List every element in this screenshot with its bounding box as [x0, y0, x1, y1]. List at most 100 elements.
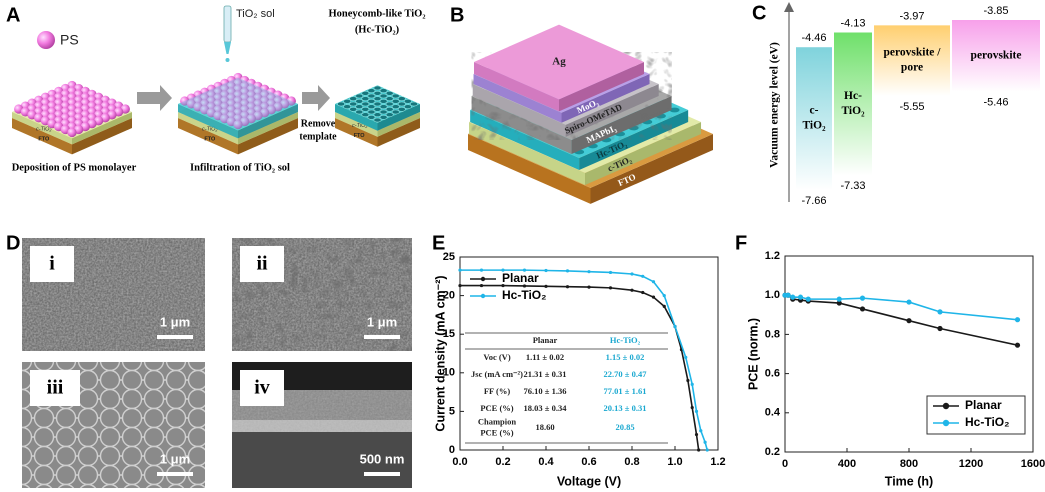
- x-tick-label: 0.8: [624, 456, 639, 468]
- data-point: [544, 284, 548, 288]
- image-tag: [240, 370, 284, 406]
- energy-value: -3.85: [983, 5, 1008, 17]
- ps-label: PS: [60, 32, 79, 48]
- honeycomb-pore: [404, 99, 412, 104]
- device-layer-front-right: [590, 134, 713, 204]
- data-point: [587, 285, 591, 289]
- data-point: [479, 283, 484, 288]
- honeycomb-pore: [367, 115, 376, 120]
- panel-letter: F: [735, 232, 747, 254]
- step-caption: Infiltration of TiO₂ sol: [190, 162, 290, 173]
- panel-letter: C: [752, 2, 766, 24]
- y-tick-label: 5: [449, 405, 455, 417]
- y-tick-label: 0.8: [765, 328, 780, 340]
- product-label: (Hc-TiO₂): [355, 24, 400, 35]
- fto-layer-front-right: [377, 118, 420, 147]
- data-point: [694, 409, 699, 413]
- honeycomb-pore: [385, 101, 394, 107]
- table-cell: Champion: [478, 416, 517, 426]
- data-point: [859, 295, 866, 301]
- table-cell: 18.60: [535, 422, 554, 432]
- tio2-sol-layer-front-right: [238, 104, 298, 139]
- x-tick-label: 1.2: [710, 456, 725, 468]
- honeycomb-pore: [367, 109, 376, 115]
- table-cell: 77.01 ± 1.61: [604, 386, 647, 396]
- y-tick-label: 15: [443, 328, 455, 340]
- honeycomb-pore: [397, 101, 406, 107]
- ctio2-layer-front-left: [12, 112, 72, 145]
- ctio2-layer-front-left: [335, 112, 378, 137]
- panel-letter: A: [6, 4, 20, 26]
- data-point: [630, 288, 634, 292]
- data-point: [705, 448, 709, 452]
- honeycomb-pore: [361, 96, 370, 101]
- honeycomb-pore: [361, 91, 370, 96]
- series-line: [785, 294, 1018, 321]
- data-point: [651, 295, 656, 299]
- honeycomb-pore: [397, 96, 406, 101]
- material-name: perovskite /: [884, 47, 942, 59]
- energy-value: -7.33: [840, 180, 865, 192]
- data-point: [690, 405, 694, 410]
- image-label: ii: [256, 253, 268, 275]
- honeycomb-pore: [343, 104, 351, 109]
- y-tick-label: 0.2: [765, 446, 780, 458]
- data-point: [662, 304, 666, 309]
- x-tick-label: 0: [782, 458, 788, 470]
- layer-label: Ag: [552, 56, 566, 68]
- table-cell: PCE (%): [480, 403, 513, 413]
- honeycomb-pore: [391, 93, 400, 99]
- x-tick-label: 400: [838, 458, 856, 470]
- fto-layer-front-right: [238, 118, 298, 155]
- data-point: [458, 283, 462, 288]
- data-point: [694, 432, 699, 437]
- table-cell: 20.85: [615, 422, 634, 432]
- dropper-tip: [224, 42, 231, 54]
- honeycomb-pore: [337, 101, 345, 107]
- material-name: Hc-: [844, 90, 862, 102]
- honeycomb-pore: [379, 109, 388, 115]
- energy-value: -4.46: [801, 32, 826, 44]
- data-point: [686, 378, 690, 383]
- data-point: [703, 440, 707, 444]
- legend-box: [926, 395, 1026, 435]
- tio2-sol-layer-front-left: [178, 104, 238, 139]
- y-tick-label: 1.2: [765, 250, 780, 262]
- data-point: [836, 300, 842, 306]
- data-point: [1014, 317, 1021, 323]
- data-point: [608, 286, 613, 290]
- legend-marker: [480, 276, 486, 282]
- x-tick-label: 0.2: [495, 456, 510, 468]
- panel-a: Ac-TiO₂ FTO c-TiO₂ FTO c-TiO₂ FTO PS TiO₂ sol Ho…: [6, 4, 425, 173]
- product-label: Honeycomb-like TiO₂: [329, 8, 426, 19]
- legend-marker: [942, 419, 950, 427]
- honeycomb-pore: [373, 96, 382, 101]
- honeycomb-pore: [349, 107, 358, 112]
- remove-label: template: [299, 131, 337, 142]
- legend-marker: [942, 402, 950, 410]
- scale-label: 500 nm: [360, 451, 405, 466]
- device-layer-front-left: [474, 62, 559, 112]
- honeycomb-pore: [355, 99, 364, 104]
- data-point: [522, 284, 527, 288]
- process-arrow: [302, 85, 330, 111]
- energy-value: -7.66: [801, 195, 826, 207]
- data-point: [651, 280, 656, 284]
- data-point: [587, 270, 591, 274]
- energy-band: [952, 20, 1040, 92]
- hc-tio2-layer-front-right: [377, 104, 420, 131]
- energy-axis-label: Vacuum energy level (eV): [769, 42, 781, 168]
- x-tick-label: 0.4: [538, 456, 554, 468]
- honeycomb-pore: [379, 93, 388, 99]
- layer-label: FTO: [38, 137, 50, 143]
- honeycomb-pore: [379, 99, 388, 104]
- material-name: TiO₂: [802, 120, 826, 132]
- honeycomb-pore: [355, 109, 364, 115]
- fto-layer-front-left: [12, 118, 72, 155]
- legend-label: Planar: [965, 398, 1002, 412]
- honeycomb-pore: [379, 104, 388, 109]
- honeycomb-pore: [367, 104, 376, 109]
- table-cell: Voc (V): [483, 352, 510, 362]
- image-tag: [30, 246, 74, 282]
- data-point: [790, 294, 796, 300]
